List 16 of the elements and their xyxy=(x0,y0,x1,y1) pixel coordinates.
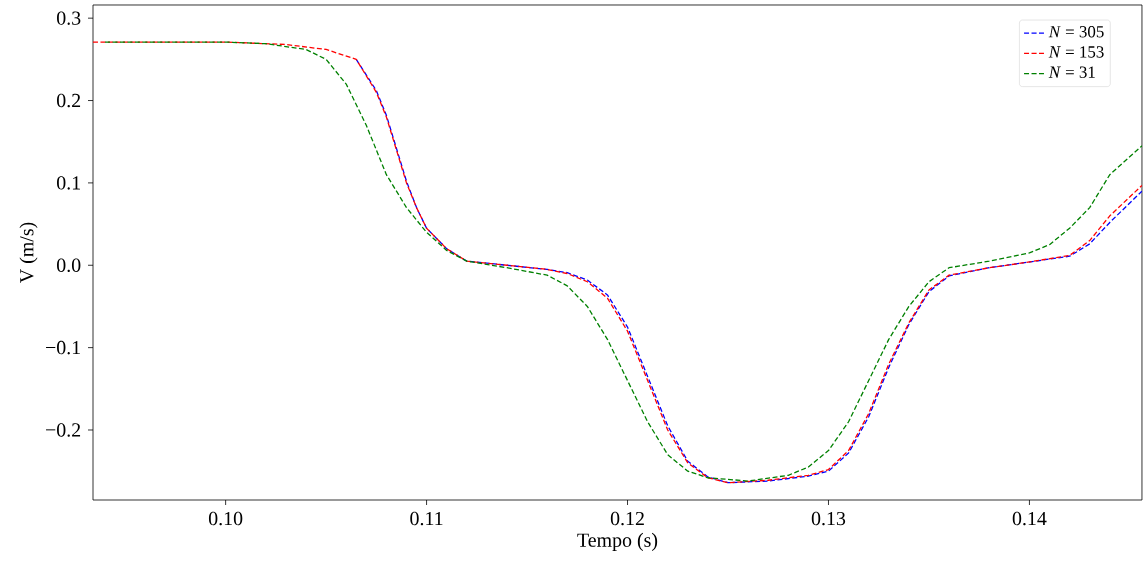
x-tick-label: 0.11 xyxy=(410,511,443,526)
y-tick-label: −0.1 xyxy=(46,340,80,355)
x-tick-label: 0.10 xyxy=(208,511,243,526)
x-tick-label: 0.14 xyxy=(1012,511,1047,526)
y-tick-label: 0.2 xyxy=(57,93,81,108)
legend-label: N = 31 xyxy=(1048,66,1095,78)
y-tick-label: −0.2 xyxy=(46,423,81,437)
y-tick-label: 0.3 xyxy=(57,11,81,25)
x-tick-label: 0.13 xyxy=(811,511,846,526)
y-tick-label: 0.1 xyxy=(57,176,80,190)
y-tick-label: 0.0 xyxy=(57,258,81,273)
x-axis-title: Tempo (s) xyxy=(577,532,658,551)
legend-label: N = 153 xyxy=(1048,46,1104,58)
x-tick-label: 0.12 xyxy=(610,511,644,526)
legend-label: N = 305 xyxy=(1048,26,1104,38)
y-axis-title: V (m/s) xyxy=(19,222,38,283)
